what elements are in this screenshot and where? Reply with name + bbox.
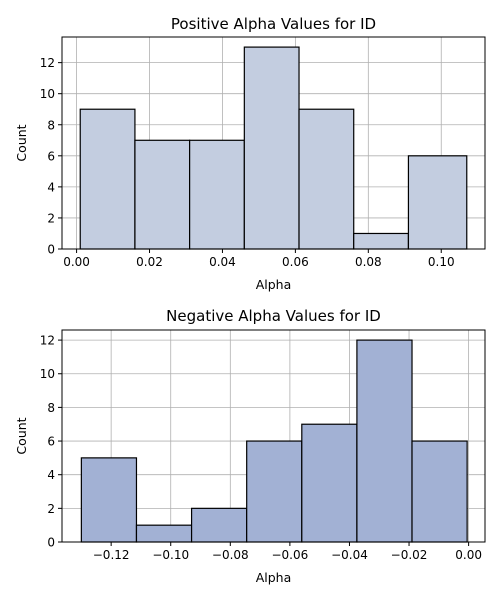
x-axis-label: Alpha — [256, 570, 292, 585]
y-tick-label: 6 — [47, 149, 55, 163]
y-tick-label: 2 — [47, 211, 55, 225]
x-tick-label: 0.06 — [282, 255, 309, 269]
x-tick-label: −0.12 — [93, 548, 130, 562]
x-tick-label: 0.00 — [63, 255, 90, 269]
histogram-bar — [189, 139, 245, 250]
y-tick-label: 12 — [40, 334, 55, 348]
x-tick-label: −0.04 — [331, 548, 368, 562]
histogram-bar — [243, 46, 300, 250]
histogram-bar — [411, 440, 468, 543]
x-tick-label: 0.10 — [428, 255, 455, 269]
histogram-bar — [80, 457, 138, 543]
histogram-bar — [135, 524, 193, 543]
histogram-bar — [301, 423, 358, 543]
x-tick-label: 0.04 — [209, 255, 236, 269]
histogram-bar — [246, 440, 303, 543]
y-ticks: 0 2 4 6 8 10 12 — [40, 56, 62, 257]
x-tick-label: −0.02 — [391, 548, 428, 562]
plot-frame — [61, 329, 486, 543]
bars-layer — [79, 46, 468, 250]
x-tick-label: −0.06 — [271, 548, 308, 562]
y-tick-label: 0 — [47, 243, 55, 257]
y-tick-label: 0 — [47, 536, 55, 550]
y-tick-label: 10 — [40, 367, 55, 381]
histogram-bar — [356, 339, 413, 543]
y-tick-label: 4 — [47, 468, 55, 482]
y-tick-label: 6 — [47, 435, 55, 449]
y-tick-label: 10 — [40, 87, 55, 101]
y-tick-label: 2 — [47, 502, 55, 516]
y-tick-label: 4 — [47, 180, 55, 194]
y-ticks: 0 2 4 6 8 10 12 — [40, 334, 62, 550]
y-tick-label: 12 — [40, 56, 55, 70]
histogram-bar — [298, 108, 355, 250]
chart-panel-negative: Negative Alpha Values for ID −0.12 −0.10−… — [14, 307, 486, 585]
histogram-bar — [353, 232, 410, 250]
chart-title: Negative Alpha Values for ID — [166, 307, 381, 325]
x-axis-label: Alpha — [256, 277, 292, 292]
x-tick-label: −0.10 — [152, 548, 189, 562]
histogram-bar — [190, 507, 248, 543]
plot-frame — [61, 36, 486, 250]
chart-title: Positive Alpha Values for ID — [171, 15, 376, 33]
x-tick-label: 0.08 — [355, 255, 382, 269]
y-tick-label: 8 — [47, 118, 55, 132]
y-axis-label: Count — [14, 124, 29, 161]
x-tick-label: 0.00 — [455, 548, 482, 562]
x-tick-label: −0.08 — [212, 548, 249, 562]
chart-panel-positive: Positive Alpha Values for ID 0.00 0.02 0.0… — [14, 15, 486, 292]
y-axis-label: Count — [14, 417, 29, 454]
histogram-bar — [134, 139, 191, 250]
histogram-bar — [79, 108, 136, 250]
x-tick-label: 0.02 — [136, 255, 163, 269]
x-ticks: 0.00 0.02 0.04 0.06 0.08 0.10 — [63, 249, 455, 269]
histogram-bar — [407, 155, 468, 250]
x-ticks: −0.12 −0.10 −0.08 −0.06 −0.04 −0.02 0.00 — [93, 542, 482, 562]
y-tick-label: 8 — [47, 401, 55, 415]
